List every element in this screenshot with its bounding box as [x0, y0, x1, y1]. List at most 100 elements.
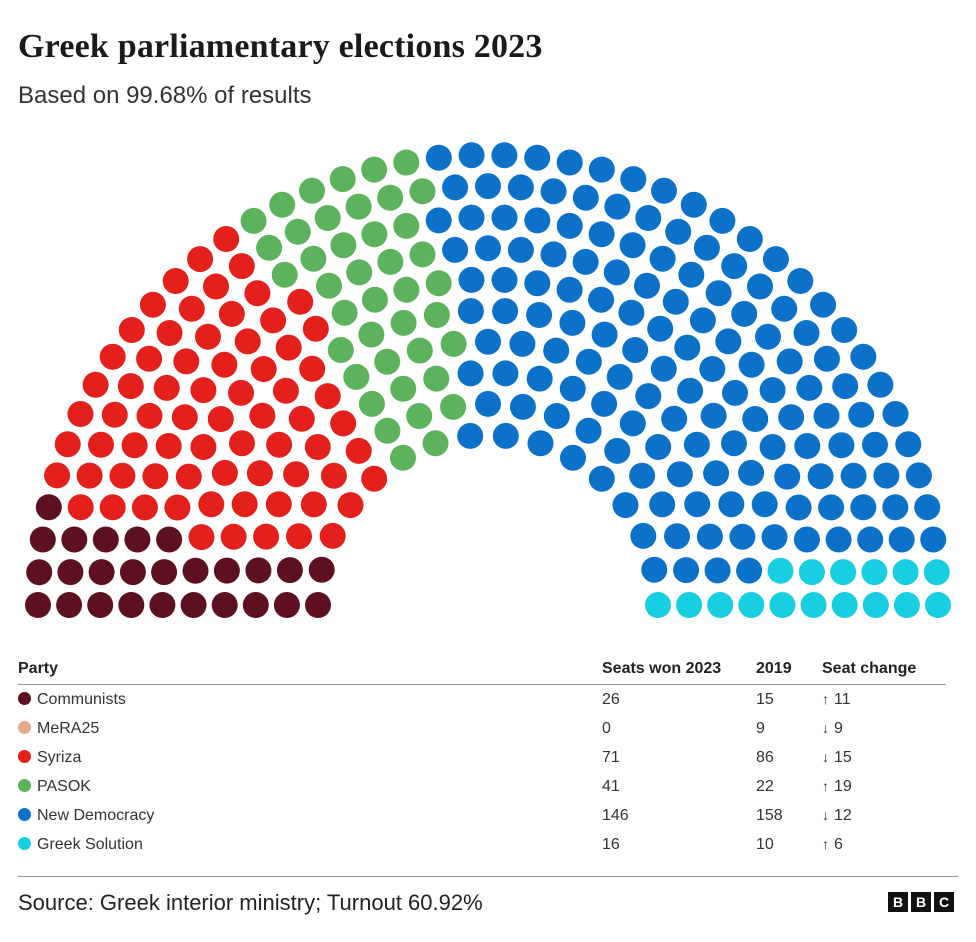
seat-dot	[260, 307, 287, 334]
seat-dot	[302, 315, 329, 342]
seat-dot	[361, 286, 388, 313]
seat-dot	[316, 272, 342, 299]
seats-2019-cell: 158	[756, 806, 783, 824]
seat-dot	[630, 522, 657, 549]
seat-dot	[246, 460, 273, 487]
seat-dot	[559, 309, 586, 336]
seat-dot	[677, 377, 704, 404]
seat-dot	[807, 463, 834, 490]
seat-dot	[213, 557, 240, 584]
seat-dot	[244, 280, 271, 307]
seat-dot	[704, 557, 731, 584]
seat-dot	[559, 375, 586, 402]
seat-dot	[832, 373, 859, 400]
seat-dot	[813, 402, 840, 429]
seat-dot	[423, 365, 450, 392]
seat-dot	[603, 259, 630, 286]
table-row: PASOK 41 22 ↑ 19	[18, 772, 946, 801]
seat-dot	[234, 328, 261, 355]
seat-dot	[888, 526, 915, 553]
arrow-up-icon: ↑	[822, 690, 829, 707]
seat-dot	[524, 207, 551, 234]
source-note: Source: Greek interior ministry; Turnout…	[18, 890, 483, 915]
seat-dot	[250, 356, 277, 382]
seat-dot	[331, 299, 358, 326]
seat-dot	[142, 463, 169, 490]
seat-dot	[665, 218, 692, 245]
seat-dot	[620, 166, 647, 193]
seat-dot	[119, 559, 146, 586]
seat-dot	[492, 360, 519, 387]
seat-dot	[798, 559, 825, 586]
party-name: Syriza	[37, 748, 82, 766]
seat-dot	[492, 298, 519, 325]
seat-dot	[492, 422, 519, 449]
seat-dot	[253, 523, 280, 550]
seat-dot	[540, 178, 567, 205]
seat-dot	[475, 390, 501, 417]
seat-dot	[345, 193, 372, 220]
party-name: Greek Solution	[37, 835, 143, 853]
seats-2019-cell: 86	[756, 748, 774, 766]
seat-dot	[156, 526, 183, 553]
seat-change-cell: ↑ 11	[822, 685, 946, 715]
seat-dot	[374, 348, 401, 375]
seat-dot	[458, 204, 485, 231]
seat-dot	[588, 221, 615, 248]
seat-dot	[229, 430, 255, 457]
seat-dot	[198, 491, 225, 518]
table-header-row: Party Seats won 2023 2019 Seat change	[18, 652, 946, 685]
seat-dot	[256, 234, 283, 261]
seat-dot	[171, 404, 198, 431]
seats-2019-cell: 9	[756, 719, 765, 737]
seat-dot	[136, 402, 163, 429]
seat-dot	[689, 307, 716, 334]
party-color-dot	[18, 807, 31, 821]
header-seat-change: Seat change	[822, 652, 946, 685]
seat-dot	[634, 272, 660, 299]
seat-dot	[862, 592, 889, 618]
seat-dot	[810, 291, 837, 318]
seat-dot	[572, 184, 599, 211]
seat-dot	[651, 177, 677, 204]
seat-dot	[457, 422, 484, 449]
seat-dot	[124, 526, 151, 553]
seat-dot	[619, 232, 646, 259]
seat-dot	[604, 193, 631, 220]
seat-dot	[800, 592, 827, 618]
seat-dot	[136, 345, 163, 372]
seat-dot	[393, 212, 420, 239]
seat-dot	[284, 218, 311, 245]
seat-dot	[153, 374, 180, 401]
seat-dot	[920, 526, 947, 553]
seat-dot	[556, 149, 583, 176]
seat-dot	[329, 166, 356, 193]
seat-dot	[343, 363, 370, 390]
seats-2023-cell: 26	[602, 690, 620, 708]
seat-dot	[151, 559, 178, 586]
seat-dot	[190, 377, 217, 404]
header-party: Party	[18, 652, 602, 685]
seat-dot	[684, 491, 711, 518]
seat-dot	[709, 207, 736, 234]
party-color-dot	[18, 720, 31, 734]
seat-dot	[92, 526, 119, 553]
seat-change-cell: ↓ 15	[822, 743, 946, 772]
seat-dot	[491, 204, 518, 231]
seat-dot	[619, 410, 646, 437]
seat-dot	[895, 431, 922, 458]
seat-dot	[54, 431, 81, 458]
seat-change-cell: ↓ 12	[822, 801, 946, 830]
seat-dot	[182, 557, 209, 584]
seat-dot	[101, 401, 128, 428]
seat-dot	[131, 494, 158, 521]
seat-dot	[507, 174, 534, 201]
seat-dot	[509, 393, 536, 420]
seat-dot	[240, 207, 267, 234]
seat-dot	[207, 406, 234, 432]
seat-dot	[118, 592, 145, 618]
seat-change-value: 19	[834, 777, 852, 795]
bbc-logo-letter: B	[911, 892, 931, 912]
seat-dot	[925, 592, 951, 618]
bbc-logo-letter: B	[888, 892, 908, 912]
